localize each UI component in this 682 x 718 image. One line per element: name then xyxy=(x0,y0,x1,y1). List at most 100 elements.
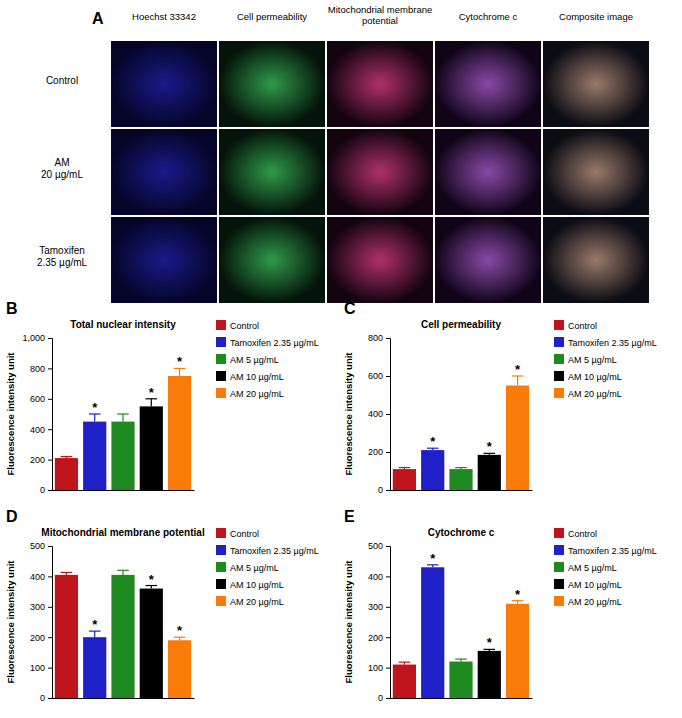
error-bar xyxy=(455,659,467,661)
y-tick-label: 800 xyxy=(30,364,45,374)
legend-item: AM 10 µg/mL xyxy=(554,371,622,382)
legend-swatch xyxy=(216,528,226,538)
y-tick-mark xyxy=(386,576,390,577)
legend-label: AM 20 µg/mL xyxy=(568,597,622,607)
error-whisker xyxy=(122,570,123,575)
y-tick-mark xyxy=(48,368,52,369)
y-tick-mark xyxy=(386,637,390,638)
panel-label: E xyxy=(344,508,355,525)
legend-label: Tamoxifen 2.35 µg/mL xyxy=(568,546,657,556)
y-tick-label: 800 xyxy=(368,333,383,343)
bar xyxy=(449,469,472,490)
error-whisker xyxy=(122,414,123,422)
bar xyxy=(55,575,78,698)
legend-label: AM 5 µg/mL xyxy=(568,355,617,365)
legend-label: Control xyxy=(568,529,597,539)
chart-title: Mitochondrial membrane potential xyxy=(41,527,205,538)
micrograph xyxy=(111,41,217,127)
row-label: Control xyxy=(46,75,78,86)
y-tick: 400 xyxy=(368,572,390,582)
error-bar xyxy=(455,468,467,470)
legend-item: Tamoxifen 2.35 µg/mL xyxy=(216,545,319,556)
bar xyxy=(140,406,163,490)
legend-item: AM 10 µg/mL xyxy=(216,579,284,590)
y-tick: 200 xyxy=(30,633,52,643)
y-tick-label: 400 xyxy=(368,409,383,419)
legend-label: Tamoxifen 2.35 µg/mL xyxy=(230,338,319,348)
bar xyxy=(421,567,444,698)
error-bar xyxy=(399,468,411,470)
y-tick-label: 100 xyxy=(368,663,383,673)
plot-marks xyxy=(393,376,529,490)
y-axis-title: Fluorescence intensity unit xyxy=(343,560,354,684)
figure: AHoechst 33342Cell permeabilityMitochond… xyxy=(0,0,682,718)
error-cap xyxy=(61,456,73,457)
significance-marker: * xyxy=(430,434,436,449)
legend-label: AM 20 µg/mL xyxy=(230,597,284,607)
y-tick: 0 xyxy=(40,693,52,703)
y-tick-mark xyxy=(48,546,52,547)
x-axis-line xyxy=(53,698,195,699)
error-cap xyxy=(399,467,411,468)
legend-label: AM 10 µg/mL xyxy=(568,580,622,590)
y-tick-mark xyxy=(386,546,390,547)
micrograph xyxy=(327,41,433,127)
legend-label: Control xyxy=(568,321,597,331)
legend-label: AM 20 µg/mL xyxy=(230,389,284,399)
y-tick: 0 xyxy=(378,693,390,703)
legend-label: AM 10 µg/mL xyxy=(568,372,622,382)
legend-swatch xyxy=(554,579,564,589)
legend-swatch xyxy=(216,596,226,606)
x-axis-line xyxy=(391,490,533,491)
micrograph xyxy=(543,41,649,127)
bar xyxy=(478,455,501,490)
y-tick: 0 xyxy=(40,485,52,495)
legend-label: AM 10 µg/mL xyxy=(230,372,284,382)
legend: Control Tamoxifen 2.35 µg/mL AM 5 µg/mL AM … xyxy=(216,528,319,607)
legend-swatch xyxy=(554,545,564,555)
y-tick-mark xyxy=(48,576,52,577)
bar-chart: BTotal nuclear intensity02004006008001,0… xyxy=(5,300,319,495)
y-tick-label: 200 xyxy=(368,633,383,643)
y-tick: 500 xyxy=(30,541,52,551)
legend-swatch xyxy=(554,388,564,398)
y-axis: 0200400600800 xyxy=(368,333,391,495)
error-bar xyxy=(145,399,157,407)
y-tick-label: 500 xyxy=(30,541,45,551)
legend-label: AM 5 µg/mL xyxy=(568,563,617,573)
legend: Control Tamoxifen 2.35 µg/mL AM 5 µg/mL AM … xyxy=(554,528,657,607)
error-cap xyxy=(399,662,411,663)
y-tick-mark xyxy=(48,338,52,339)
y-tick-label: 400 xyxy=(30,572,45,582)
legend-item: Tamoxifen 2.35 µg/mL xyxy=(216,337,319,348)
y-axis-title: Fluorescence intensity unit xyxy=(5,352,16,476)
bar xyxy=(168,640,191,698)
bar xyxy=(140,589,163,698)
micrograph xyxy=(327,129,433,215)
legend-swatch xyxy=(216,388,226,398)
y-tick-mark xyxy=(386,376,390,377)
y-tick: 1,000 xyxy=(22,333,52,343)
y-tick-mark xyxy=(48,399,52,400)
legend-item: Control xyxy=(216,320,259,331)
y-tick-mark xyxy=(386,338,390,339)
error-cap xyxy=(117,570,129,571)
y-tick-label: 100 xyxy=(30,663,45,673)
y-tick-label: 0 xyxy=(40,693,45,703)
error-cap xyxy=(455,658,467,659)
y-tick: 300 xyxy=(30,602,52,612)
panel-label: D xyxy=(6,508,18,525)
legend-item: AM 5 µg/mL xyxy=(216,562,279,573)
y-tick: 400 xyxy=(30,572,52,582)
bar-chart: ECytochrome c0100200300400500Fluorescenc… xyxy=(343,508,657,703)
legend-label: Control xyxy=(230,529,259,539)
legend-item: AM 20 µg/mL xyxy=(216,596,284,607)
y-axis: 02004006008001,000 xyxy=(22,333,52,495)
y-tick-label: 0 xyxy=(40,485,45,495)
panel-label: B xyxy=(6,300,18,317)
y-tick: 500 xyxy=(368,541,390,551)
y-tick: 400 xyxy=(368,409,390,419)
y-axis-line xyxy=(386,547,391,699)
y-tick-label: 500 xyxy=(368,541,383,551)
y-axis-line xyxy=(386,339,391,491)
